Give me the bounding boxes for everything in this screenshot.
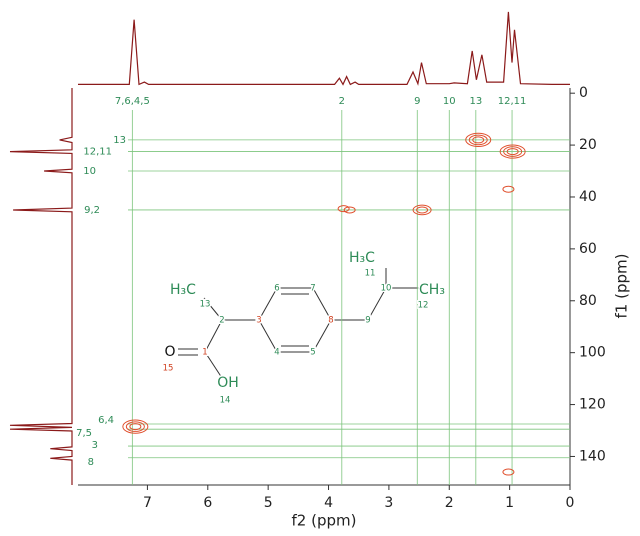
contour [503,146,523,157]
contour [502,185,515,193]
molecule-bonds [178,268,420,379]
cross-peak [337,205,350,213]
y-tick-label: 120 [579,397,606,413]
structure-label: OH [217,375,239,391]
structure-label: 14 [220,396,231,406]
contour [468,134,488,146]
h-guide-label: 10 [83,166,96,177]
y-tick-label: 80 [579,293,597,309]
y-tick-label: 40 [579,189,597,205]
contour [343,206,356,214]
structure-label: 6 [274,284,279,294]
y-tick-label: 140 [579,448,606,464]
x-tick-label: 3 [384,495,393,511]
x-tick-label: 6 [203,495,212,511]
h-guide-label: 6,4 [98,415,114,426]
h-guide-label: 9,2 [84,205,100,216]
y-tick-label: 0 [579,85,588,101]
structure-label: 7 [310,284,315,294]
cross-peak [465,132,492,147]
x-tick-label: 7 [143,495,152,511]
contour [412,204,432,216]
cross-peak [502,468,515,476]
h-guide-label: 13 [113,135,126,146]
y-tick-label: 100 [579,345,606,361]
v-guide-label: 2 [339,96,345,107]
x-axis-label: f2 (ppm) [292,512,357,530]
structure-label: 15 [163,364,174,374]
contour [125,421,145,432]
cross-peak [502,185,515,193]
structure-label: O [164,344,175,360]
contour [465,132,492,147]
y-tick-label: 60 [579,241,597,257]
carbon-trace [9,88,73,485]
structure-label: CH₃ [419,282,445,298]
y-axis-label: f1 (ppm) [613,254,631,319]
contour [502,468,515,476]
v-guide-label: 7,6,4,5 [115,96,150,107]
structure-label: 5 [310,348,315,358]
v-guide-label: 10 [443,96,456,107]
structure-label: 11 [365,269,376,279]
h-guide-label: 12,11 [83,147,112,158]
contour [337,205,350,213]
v-guide-label: 9 [414,96,420,107]
x-tick-label: 4 [324,495,333,511]
contour [129,423,142,431]
contour [506,148,519,156]
structure-label: 8 [328,316,333,326]
cross-peak [343,206,356,214]
proton-trace [78,11,570,86]
v-guide-label: 13 [469,96,482,107]
structure-label: 9 [365,316,370,326]
x-tick-label: 0 [566,495,575,511]
structure-label: H₃C [170,282,196,298]
cross-peak [122,419,149,434]
h-guide-label: 3 [92,440,98,451]
contour [416,206,429,214]
structure-label: 4 [274,348,279,358]
structure-label: 10 [381,284,392,294]
x-tick-label: 5 [264,495,273,511]
cross-peak [412,204,432,216]
structure-label: H₃C [349,250,375,266]
h-guide-label: 7,5 [76,428,92,439]
contour [472,136,485,144]
structure-label: 1 [202,348,207,358]
x-tick-label: 2 [445,495,454,511]
contour [499,144,526,159]
contour [122,419,149,434]
structure-label: 2 [219,316,224,326]
structure-label: 3 [256,316,261,326]
structure-label: 12 [418,301,429,311]
x-tick-label: 1 [505,495,514,511]
cross-peak [499,144,526,159]
structure-label: 13 [200,300,211,310]
h-guide-label: 8 [88,457,94,468]
y-tick-label: 20 [579,137,597,153]
v-guide-label: 12,11 [498,96,527,107]
